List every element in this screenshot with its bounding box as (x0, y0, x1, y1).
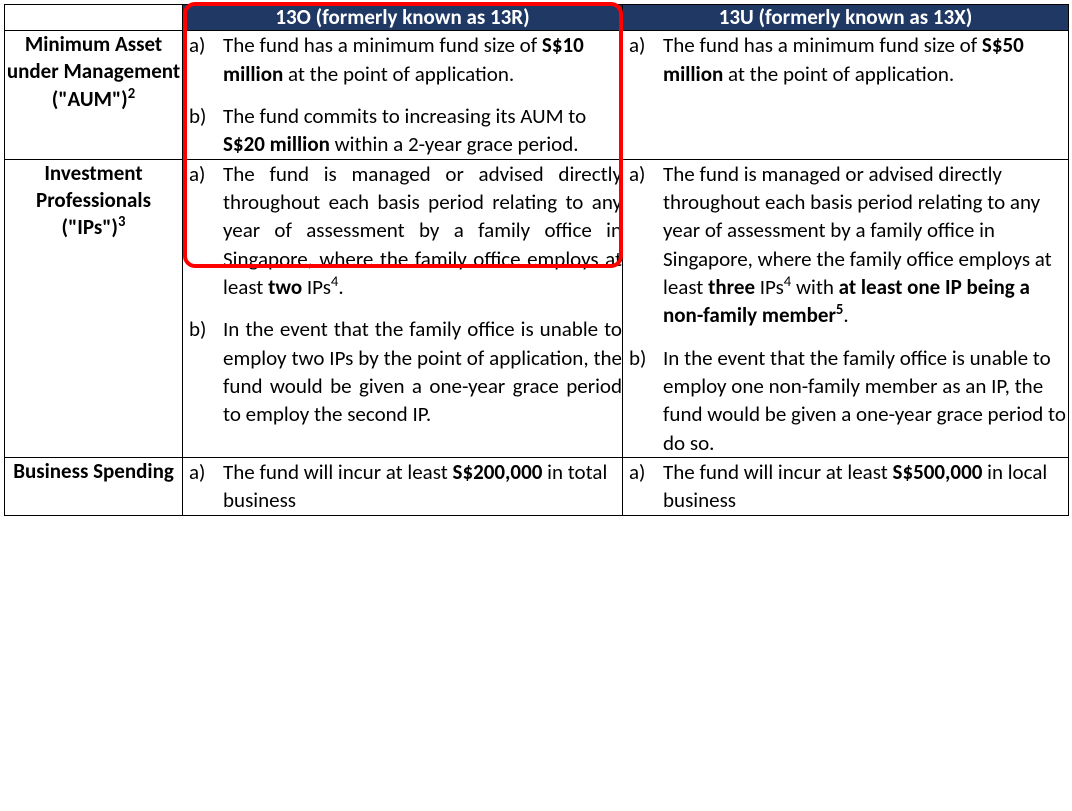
list-marker: a) (623, 31, 663, 59)
header-blank (5, 5, 183, 31)
list-item: a)The fund will incur at least S$500,000… (623, 458, 1068, 515)
list-marker: a) (183, 160, 223, 188)
cell-aum-13u: a)The fund has a minimum fund size of S$… (623, 31, 1069, 159)
list-item: a)The fund has a minimum fund size of S$… (183, 31, 622, 88)
list-item: a)The fund will incur at least S$200,000… (183, 458, 622, 515)
list-marker: a) (183, 458, 223, 486)
list-marker: a) (183, 31, 223, 59)
list-text: The fund is managed or advised directly … (223, 160, 622, 302)
list-marker: b) (183, 102, 223, 130)
header-row: 13O (formerly known as 13R) 13U (formerl… (5, 5, 1069, 31)
row-header-spend: Business Spending (5, 458, 183, 516)
list-marker: b) (183, 315, 223, 343)
cell-spend-13o: a)The fund will incur at least S$200,000… (183, 458, 623, 516)
cell-ips-13u: a)The fund is managed or advised directl… (623, 159, 1069, 457)
list-item: b)The fund commits to increasing its AUM… (183, 102, 622, 159)
list-text: The fund commits to increasing its AUM t… (223, 102, 622, 159)
table-row: Minimum Asset under Management ("AUM")2a… (5, 31, 1069, 159)
list-marker: b) (623, 344, 663, 372)
list-text: The fund has a minimum fund size of S$10… (223, 31, 622, 88)
cell-ips-13o: a)The fund is managed or advised directl… (183, 159, 623, 457)
list-item: a)The fund is managed or advised directl… (623, 160, 1068, 330)
list-item: a)The fund is managed or advised directl… (183, 160, 622, 302)
list-marker: a) (623, 160, 663, 188)
list-item: b)In the event that the family office is… (623, 344, 1068, 457)
table-row: Business Spendinga)The fund will incur a… (5, 458, 1069, 516)
row-header-ips: Investment Professionals ("IPs")3 (5, 159, 183, 457)
list-text: The fund is managed or advised directly … (663, 160, 1068, 330)
list-text: The fund will incur at least S$500,000 i… (663, 458, 1068, 515)
table-body: Minimum Asset under Management ("AUM")2a… (5, 31, 1069, 516)
list-text: The fund has a minimum fund size of S$50… (663, 31, 1068, 88)
table-row: Investment Professionals ("IPs")3a)The f… (5, 159, 1069, 457)
row-header-aum: Minimum Asset under Management ("AUM")2 (5, 31, 183, 159)
cell-aum-13o: a)The fund has a minimum fund size of S$… (183, 31, 623, 159)
comparison-table: 13O (formerly known as 13R) 13U (formerl… (4, 4, 1069, 516)
list-item: b)In the event that the family office is… (183, 315, 622, 428)
list-text: In the event that the family office is u… (663, 344, 1068, 457)
header-13o: 13O (formerly known as 13R) (183, 5, 623, 31)
list-text: The fund will incur at least S$200,000 i… (223, 458, 622, 515)
header-13u: 13U (formerly known as 13X) (623, 5, 1069, 31)
cell-spend-13u: a)The fund will incur at least S$500,000… (623, 458, 1069, 516)
list-marker: a) (623, 458, 663, 486)
list-text: In the event that the family office is u… (223, 315, 622, 428)
list-item: a)The fund has a minimum fund size of S$… (623, 31, 1068, 88)
